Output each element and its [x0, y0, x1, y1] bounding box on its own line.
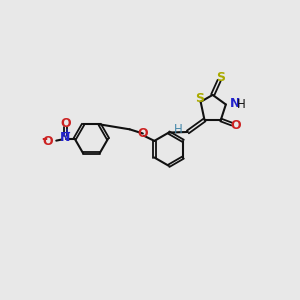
Text: +: +	[63, 128, 71, 138]
Text: H: H	[237, 98, 246, 111]
Text: -: -	[41, 131, 47, 146]
Text: H: H	[174, 123, 183, 136]
Text: O: O	[230, 118, 241, 132]
Text: S: S	[195, 92, 204, 105]
Text: N: N	[230, 97, 240, 110]
Text: O: O	[42, 135, 53, 148]
Text: O: O	[137, 127, 148, 140]
Text: O: O	[60, 117, 71, 130]
Text: N: N	[60, 131, 70, 144]
Text: S: S	[216, 71, 225, 84]
